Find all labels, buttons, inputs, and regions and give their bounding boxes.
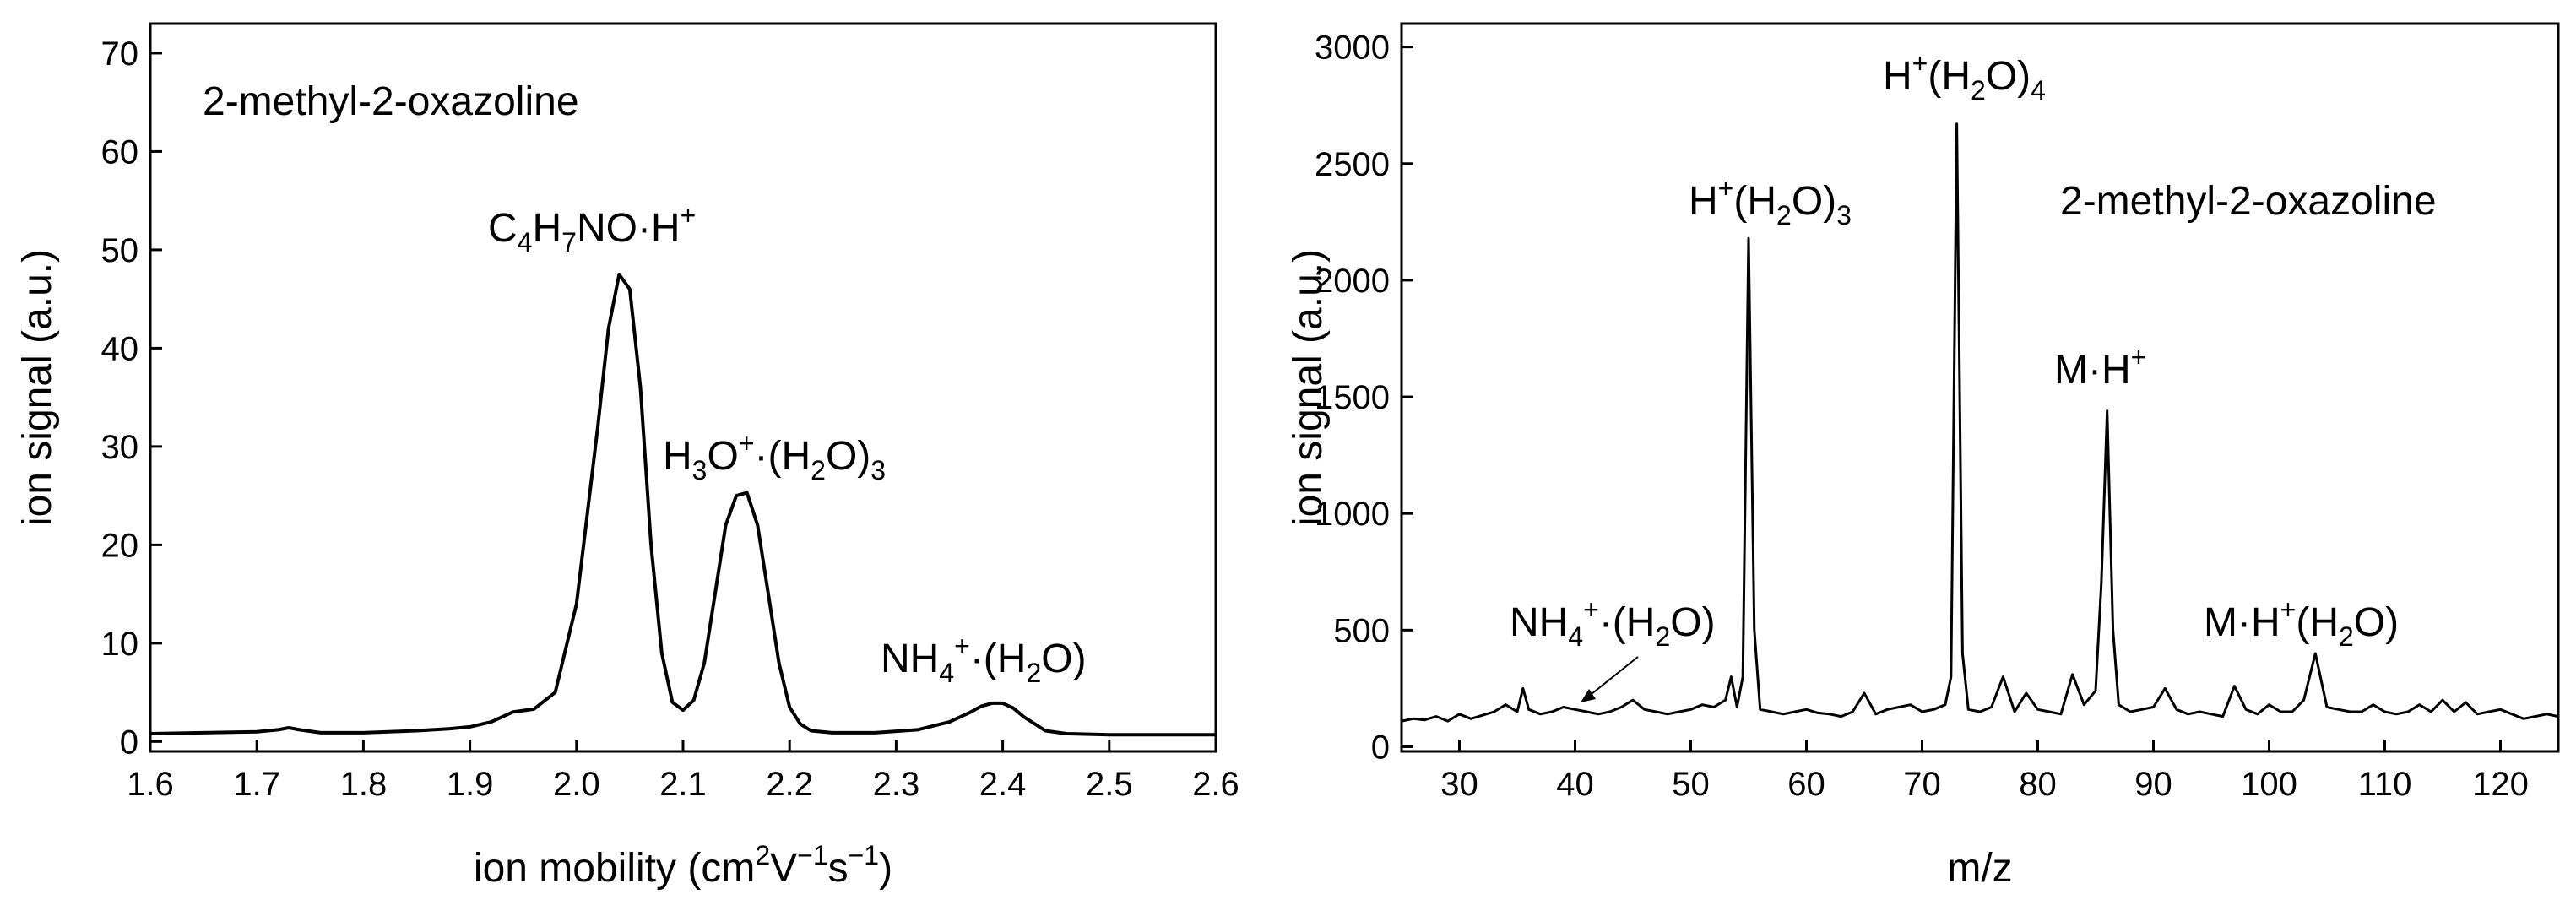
left-x-tick-label: 1.9 (447, 766, 494, 803)
right-chart-panel: 30 40 50 60 70 80 90 100 110 120 0 500 1000 1500 2000 2… (1286, 22, 2560, 891)
left-y-axis-title-group: ion signal (a.u.) (15, 249, 60, 526)
left-ticks: 1.6 1.7 1.8 1.9 2.0 2.1 2.2 2.3 2.4 2.5 2.6 0 10 20 30… (101, 35, 1239, 803)
right-y-tick-label: 3000 (1315, 30, 1390, 67)
left-x-tick-label: 1.6 (127, 766, 174, 803)
left-y-tick-label: 70 (101, 35, 139, 73)
right-x-tick-label: 60 (1787, 766, 1825, 803)
nh4-annotation-arrow-line (1591, 656, 1639, 695)
right-ticks: 30 40 50 60 70 80 90 100 110 120 0 500 1000 1500 2000 2… (1315, 30, 2529, 803)
left-series-line (149, 273, 1216, 737)
right-peak-label-mhh2o: M·H+(H2O) (2204, 594, 2399, 652)
left-x-tick-label: 2.6 (1192, 766, 1239, 803)
left-x-axis-title: ion mobility (cm2V−1s−1) (474, 840, 892, 891)
left-y-tick-label: 10 (101, 626, 139, 663)
right-compound-label: 2-methyl-2-oxazoline (2060, 179, 2437, 224)
nh4-annotation-arrowhead (1581, 689, 1596, 702)
left-y-tick-label: 60 (101, 133, 139, 171)
right-x-tick-label: 30 (1440, 766, 1478, 803)
right-peak-label-h3: H+(H2O)3 (1689, 173, 1852, 230)
right-y-tick-label: 1500 (1315, 379, 1390, 416)
right-x-tick-label: 100 (2241, 766, 2297, 803)
right-y-axis-title: ion signal (a.u.) (1286, 249, 1331, 526)
left-chart-panel: 1.6 1.7 1.8 1.9 2.0 2.1 2.2 2.3 2.4 2.5 2.6 0 10 20 30… (15, 22, 1239, 891)
left-compound-label: 2-methyl-2-oxazoline (203, 79, 579, 124)
left-y-tick-label: 30 (101, 429, 139, 466)
right-y-tick-label: 2500 (1315, 146, 1390, 183)
left-y-tick-label: 50 (101, 232, 139, 269)
right-y-tick-label: 0 (1371, 729, 1390, 766)
left-x-tick-label: 2.5 (1086, 766, 1133, 803)
left-x-tick-label: 1.7 (233, 766, 280, 803)
right-x-tick-label: 90 (2134, 766, 2172, 803)
right-plot-frame (1400, 22, 2560, 753)
right-x-tick-label: 110 (2358, 766, 2412, 803)
right-y-tick-label: 2000 (1315, 263, 1390, 300)
right-peak-label-nh4: NH4+·(H2O) (1510, 594, 1716, 652)
right-y-tick-label: 1000 (1315, 496, 1390, 533)
left-x-tick-label: 2.0 (553, 766, 600, 803)
right-x-tick-label: 40 (1556, 766, 1594, 803)
right-x-tick-label: 80 (2019, 766, 2057, 803)
right-x-axis-title: m/z (1947, 846, 2012, 891)
left-x-tick-label: 1.8 (340, 766, 388, 803)
left-peak-label-h3o: H3O+·(H2O)3 (663, 428, 886, 485)
right-y-tick-label: 500 (1333, 612, 1390, 649)
right-peak-label-mh: M·H+ (2054, 342, 2146, 393)
right-peak-label-h4: H+(H2O)4 (1883, 48, 2046, 106)
left-peak-label-nh4: NH4+·(H2O) (881, 631, 1087, 688)
right-series-line (1401, 122, 2559, 723)
left-peak-label-c4h7no: C4H7NO·H+ (488, 200, 696, 258)
left-y-tick-label: 0 (120, 724, 138, 761)
left-x-tick-label: 2.3 (873, 766, 920, 803)
left-y-tick-label: 20 (101, 527, 139, 564)
right-x-tick-label: 70 (1903, 766, 1941, 803)
left-x-tick-label: 2.4 (979, 766, 1027, 803)
right-x-tick-label: 120 (2472, 766, 2529, 803)
left-x-tick-label: 2.1 (659, 766, 707, 803)
left-y-tick-label: 40 (101, 330, 139, 367)
right-x-tick-label: 50 (1672, 766, 1710, 803)
right-y-axis-title-group: ion signal (a.u.) (1286, 249, 1331, 526)
left-x-tick-label: 2.2 (766, 766, 813, 803)
left-y-axis-title: ion signal (a.u.) (15, 249, 60, 526)
